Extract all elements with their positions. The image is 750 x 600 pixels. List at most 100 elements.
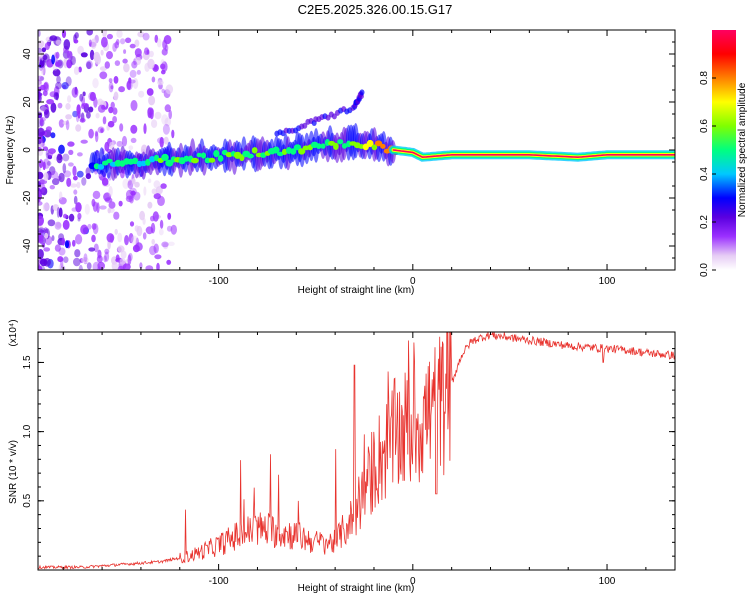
noise-blob <box>106 33 113 40</box>
noise-blob <box>102 30 107 38</box>
noise-blob <box>62 213 68 219</box>
noise-blob <box>120 250 127 259</box>
noise-blob <box>156 38 162 48</box>
noise-blob <box>104 251 110 262</box>
noise-blob <box>117 265 125 270</box>
noise-blob <box>104 248 110 255</box>
noise-blob <box>161 241 169 248</box>
noise-blob <box>38 111 43 119</box>
noise-blob <box>79 93 84 102</box>
noise-blob <box>38 215 44 226</box>
noise-blob <box>75 234 83 245</box>
noise-blob <box>129 69 137 78</box>
noise-blob <box>146 88 154 96</box>
snr-y-tick-label: 0.5 <box>22 493 33 507</box>
noise-blob <box>151 119 158 128</box>
noise-blob <box>153 193 161 200</box>
noise-blob <box>116 140 123 147</box>
noise-blob <box>127 180 134 190</box>
noise-blob <box>153 180 161 189</box>
noise-blob <box>55 51 60 59</box>
noise-blob <box>99 205 107 210</box>
spectrogram-heatmap <box>38 30 675 270</box>
noise-blob <box>39 58 45 68</box>
noise-blob <box>38 92 43 101</box>
noise-blob <box>154 34 159 43</box>
noise-blob <box>136 69 141 75</box>
snr-x-tick-label: -100 <box>209 576 229 587</box>
noise-blob <box>112 107 118 115</box>
noise-blob <box>89 49 95 61</box>
noise-blob <box>157 80 164 86</box>
noise-blob <box>130 137 137 143</box>
noise-blob <box>55 81 62 90</box>
ridge-core-blob <box>149 156 156 163</box>
noise-blob <box>123 63 130 73</box>
noise-blob <box>101 177 109 186</box>
spectrogram-x-tick-label: 0 <box>410 276 416 287</box>
noise-blob <box>63 170 72 178</box>
noise-blob <box>71 87 79 98</box>
noise-blob <box>61 82 69 90</box>
noise-blob <box>117 232 123 243</box>
ridge-core-blob <box>208 157 216 163</box>
noise-blob <box>77 212 82 220</box>
noise-blob <box>107 207 111 214</box>
noise-blob <box>74 249 81 258</box>
noise-blob <box>131 60 138 69</box>
noise-blob <box>51 235 55 242</box>
noise-blob <box>72 239 76 247</box>
ridge-core-blob <box>277 151 284 157</box>
noise-blob <box>166 259 172 265</box>
colorbar-tick-label: 0.4 <box>699 167 710 181</box>
noise-blob <box>170 224 177 235</box>
noise-blob <box>65 76 72 87</box>
ridge-core-blob <box>247 153 254 159</box>
noise-blob <box>61 30 67 38</box>
noise-blob <box>124 235 129 246</box>
noise-blob <box>104 61 111 69</box>
noise-blob <box>84 203 90 215</box>
noise-blob <box>91 234 96 243</box>
noise-blob <box>171 129 175 139</box>
noise-blob <box>39 258 48 267</box>
ridge-band-layer <box>392 149 675 159</box>
noise-blob <box>119 123 124 132</box>
noise-blob <box>66 50 73 59</box>
noise-blob <box>118 86 125 93</box>
noise-blob <box>75 124 82 132</box>
noise-blob <box>75 111 80 123</box>
colorbar: 0.0 0.2 0.4 0.6 0.8 Normalized spectral ampl… <box>699 30 748 277</box>
ridge-core-blob <box>320 143 326 149</box>
noise-blob <box>73 39 79 44</box>
snr-y-tick-label: 1.5 <box>22 355 33 369</box>
noise-blob <box>43 172 49 182</box>
noise-blob <box>108 186 113 197</box>
noise-blob <box>52 178 60 186</box>
noise-blob <box>151 238 155 245</box>
noise-blob <box>123 49 127 54</box>
colorbar-bar <box>712 30 736 270</box>
noise-blob <box>114 228 118 235</box>
noise-blob <box>53 92 59 100</box>
noise-blob <box>77 152 83 157</box>
noise-blob <box>131 235 138 245</box>
noise-blob <box>52 204 59 211</box>
noise-blob <box>129 43 136 49</box>
noise-blob <box>117 245 125 253</box>
noise-blob <box>100 128 104 133</box>
noise-blob <box>101 36 108 48</box>
noise-blob <box>42 146 49 151</box>
noise-blob <box>38 93 42 104</box>
noise-blob <box>74 32 79 39</box>
noise-blob <box>86 61 92 70</box>
noise-blob <box>82 91 86 97</box>
noise-blob <box>38 109 42 115</box>
noise-blob <box>167 212 172 220</box>
ridge-core-blob <box>282 148 288 155</box>
page-title: C2E5.2025.326.00.15.G17 <box>297 2 453 17</box>
noise-blob <box>87 223 92 230</box>
noise-blob <box>147 107 154 116</box>
noise-blob <box>113 76 119 84</box>
noise-blob <box>54 244 62 252</box>
